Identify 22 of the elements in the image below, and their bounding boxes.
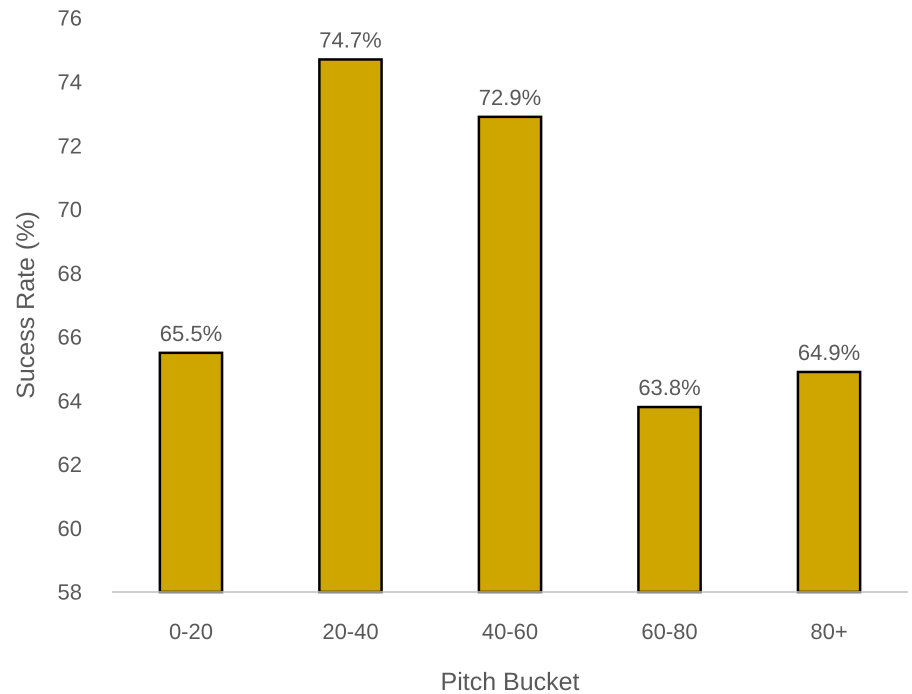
data-label: 74.7%	[319, 27, 382, 52]
x-axis-title: Pitch Bucket	[440, 668, 580, 694]
data-label: 63.8%	[638, 375, 701, 400]
y-tick-label: 68	[58, 260, 82, 286]
x-tick-label: 20-40	[322, 619, 379, 644]
y-tick-label: 76	[58, 6, 82, 31]
y-tick-label: 70	[58, 197, 82, 222]
y-tick-label: 62	[58, 452, 82, 478]
y-tick-label: 60	[58, 516, 82, 541]
data-label: 64.9%	[798, 340, 860, 365]
y-tick-label: 58	[58, 580, 82, 605]
data-label: 65.5%	[160, 320, 222, 346]
x-tick-label: 60-80	[641, 619, 698, 644]
y-tick-label: 72	[58, 133, 82, 158]
y-tick-label: 66	[58, 324, 82, 350]
y-tick-label: 74	[58, 69, 82, 94]
data-label: 72.9%	[478, 84, 542, 110]
x-tick-label: 40-60	[482, 619, 538, 644]
x-tick-label: 80+	[810, 619, 848, 644]
y-tick-label: 64	[58, 388, 82, 414]
x-tick-label: 0-20	[168, 619, 213, 644]
y-axis-title: Sucess Rate (%)	[12, 211, 40, 399]
